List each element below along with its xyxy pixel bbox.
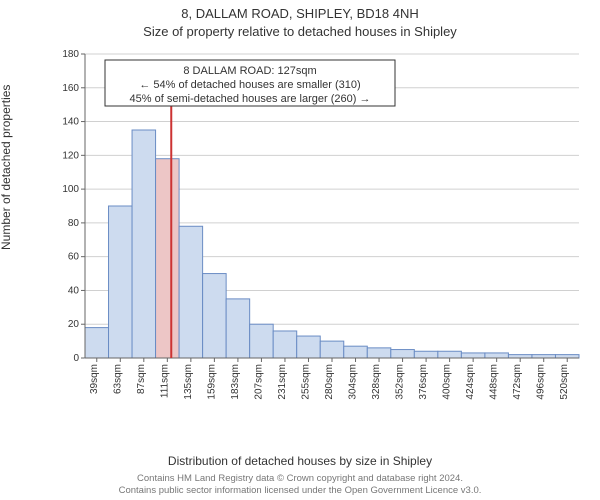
svg-text:80: 80 <box>68 218 80 229</box>
x-tick-label: 111sqm <box>159 364 170 398</box>
x-tick-label: 496sqm <box>536 364 547 400</box>
page-subtitle: Size of property relative to detached ho… <box>0 24 600 39</box>
x-axis-label: Distribution of detached houses by size … <box>0 454 600 468</box>
histogram-bar <box>414 351 438 358</box>
histogram-bar <box>532 355 556 358</box>
x-tick-label: 520sqm <box>559 364 570 400</box>
histogram-bar <box>367 348 391 358</box>
histogram-bar <box>320 341 344 358</box>
x-tick-label: 207sqm <box>253 364 264 400</box>
chart-svg: 0 20 40 60 80 100 120 140 160 180 39sqm 63sqm 87sqm 1… <box>55 48 585 408</box>
histogram-chart: 0 20 40 60 80 100 120 140 160 180 39sqm 63sqm 87sqm 1… <box>55 48 585 408</box>
svg-text:0: 0 <box>73 353 79 364</box>
histogram-bar <box>273 331 297 358</box>
histogram-bar <box>438 351 462 358</box>
x-tick-label: 304sqm <box>348 364 359 400</box>
histogram-bar <box>461 353 485 358</box>
x-tick-label: 280sqm <box>324 364 335 400</box>
annotation-line-1: 8 DALLAM ROAD: 127sqm <box>183 65 316 77</box>
y-axis-label: Number of detached properties <box>0 85 13 250</box>
x-tick-label: 472sqm <box>512 364 523 400</box>
x-tick-label: 400sqm <box>442 364 453 400</box>
histogram-bar <box>508 355 532 358</box>
x-tick-label: 135sqm <box>183 364 194 400</box>
x-tick-label: 424sqm <box>465 364 476 400</box>
page-title-address: 8, DALLAM ROAD, SHIPLEY, BD18 4NH <box>0 6 600 21</box>
x-tick-label: 63sqm <box>112 364 123 394</box>
histogram-bar <box>156 159 180 358</box>
svg-text:180: 180 <box>62 49 79 60</box>
x-tick-label: 376sqm <box>418 364 429 400</box>
x-tick-label: 255sqm <box>300 364 311 400</box>
x-tick-label: 328sqm <box>371 364 382 400</box>
svg-text:100: 100 <box>62 184 79 195</box>
x-tick-label: 39sqm <box>89 364 100 394</box>
svg-text:60: 60 <box>68 252 80 263</box>
svg-text:120: 120 <box>62 150 79 161</box>
histogram-bar <box>203 274 227 358</box>
annotation-line-2: ← 54% of detached houses are smaller (31… <box>139 79 360 91</box>
svg-text:20: 20 <box>68 319 80 330</box>
footer-line-1: Contains HM Land Registry data © Crown c… <box>0 473 600 484</box>
x-tick-label: 183sqm <box>230 364 241 400</box>
histogram-bar <box>297 336 321 358</box>
histogram-bar <box>179 226 203 358</box>
histogram-bar <box>250 324 274 358</box>
histogram-bar <box>485 353 509 358</box>
histogram-bar <box>132 130 156 358</box>
svg-text:40: 40 <box>68 285 80 296</box>
svg-text:160: 160 <box>62 83 79 94</box>
annotation-line-3: 45% of semi-detached houses are larger (… <box>130 93 371 105</box>
x-tick-label: 87sqm <box>136 364 147 394</box>
histogram-bar <box>391 350 415 358</box>
x-tick-label: 231sqm <box>277 364 288 400</box>
histogram-bar <box>226 299 250 358</box>
histogram-bar <box>555 355 579 358</box>
x-tick-label: 159sqm <box>206 364 217 400</box>
x-tick-label: 448sqm <box>489 364 500 400</box>
x-tick-label: 352sqm <box>395 364 406 400</box>
copyright-footer: Contains HM Land Registry data © Crown c… <box>0 473 600 496</box>
histogram-bar <box>109 206 133 358</box>
histogram-bar <box>344 346 368 358</box>
svg-text:140: 140 <box>62 117 79 128</box>
footer-line-2: Contains public sector information licen… <box>0 485 600 496</box>
histogram-bar <box>85 328 109 358</box>
